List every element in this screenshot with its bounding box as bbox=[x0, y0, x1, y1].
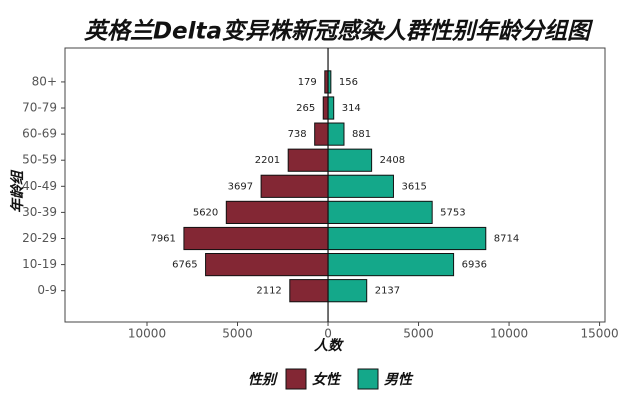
value-label: 6765 bbox=[172, 260, 197, 271]
bar bbox=[327, 279, 368, 303]
bar bbox=[327, 148, 373, 172]
bar bbox=[327, 174, 394, 198]
value-label: 179 bbox=[298, 77, 317, 88]
value-label: 2408 bbox=[380, 155, 405, 166]
bar bbox=[225, 200, 329, 224]
bar bbox=[322, 96, 329, 120]
bar bbox=[287, 148, 329, 172]
value-label: 3615 bbox=[401, 181, 426, 192]
bar bbox=[289, 279, 329, 303]
legend-label: 女性 bbox=[312, 371, 342, 388]
bar bbox=[327, 253, 455, 277]
y-tick-label: 60-69 bbox=[22, 127, 57, 141]
bar bbox=[183, 226, 329, 251]
value-label: 881 bbox=[352, 129, 371, 140]
value-label: 7961 bbox=[150, 233, 175, 244]
x-tick-label: 10000 bbox=[128, 327, 166, 341]
value-label: 5620 bbox=[193, 207, 218, 218]
y-tick-label: 10-19 bbox=[22, 257, 57, 271]
y-tick-label: 40-49 bbox=[22, 179, 57, 193]
plot-border bbox=[64, 47, 606, 323]
x-tick-label: 5000 bbox=[222, 327, 253, 341]
value-label: 314 bbox=[342, 103, 361, 114]
value-label: 5753 bbox=[440, 207, 465, 218]
legend-swatch bbox=[357, 368, 379, 390]
value-label: 2137 bbox=[375, 286, 400, 297]
value-label: 3697 bbox=[228, 181, 253, 192]
bar bbox=[327, 226, 487, 251]
x-axis-title: 人数 bbox=[314, 337, 344, 354]
y-tick-label: 20-29 bbox=[22, 231, 57, 245]
bar bbox=[327, 122, 345, 146]
y-axis-title: 年龄组 bbox=[9, 169, 26, 213]
value-label: 265 bbox=[296, 103, 315, 114]
y-tick-label: 70-79 bbox=[22, 101, 57, 115]
legend-title: 性别 bbox=[248, 371, 279, 388]
value-label: 6936 bbox=[462, 260, 487, 271]
y-tick-label: 80+ bbox=[32, 74, 57, 88]
y-tick-label: 50-59 bbox=[22, 153, 57, 167]
y-tick-label: 30-39 bbox=[22, 205, 57, 219]
value-label: 156 bbox=[339, 77, 358, 88]
bar bbox=[314, 122, 329, 146]
bar bbox=[327, 96, 335, 120]
y-tick-label: 0-9 bbox=[37, 283, 57, 297]
chart-title: 英格兰Delta变异株新冠感染人群性别年龄分组图 bbox=[84, 18, 594, 45]
value-label: 8714 bbox=[494, 233, 519, 244]
legend-label: 男性 bbox=[384, 371, 414, 388]
value-label: 2201 bbox=[255, 155, 280, 166]
bar bbox=[205, 253, 329, 277]
x-tick-label: 0 bbox=[324, 327, 332, 341]
x-tick-label: 10000 bbox=[490, 327, 528, 341]
x-tick-label: 15000 bbox=[580, 327, 618, 341]
value-label: 2112 bbox=[256, 286, 281, 297]
x-tick-label: 5000 bbox=[403, 327, 434, 341]
value-label: 738 bbox=[288, 129, 307, 140]
bar bbox=[327, 200, 433, 224]
bar bbox=[260, 174, 329, 198]
legend-swatch bbox=[285, 368, 307, 390]
